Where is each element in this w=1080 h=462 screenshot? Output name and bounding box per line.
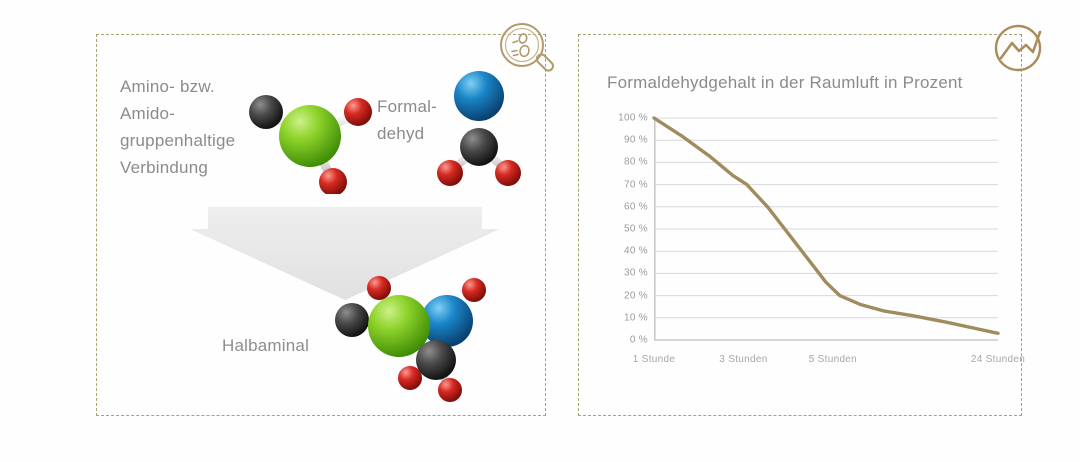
product-label: Halbaminal [222,336,310,355]
y-axis-tick: 60 % [624,201,648,213]
y-axis-tick: 90 % [624,134,648,146]
reactant-label: Amino- bzw. Amido- gruppenhaltige Verbin… [120,73,280,181]
amino-compound-molecule [238,78,374,196]
formaldehyde-label: Formal- dehyd [377,93,467,147]
y-axis-tick: 30 % [624,267,648,279]
x-axis-tick: 24 Stunden [970,354,1026,365]
reactant-label-line-2: Amido- [120,104,176,123]
y-axis-tick: 80 % [624,156,648,168]
line-chart: 100 % 90 % 80 % 70 % 60 % 50 % 40 % 30 % 20 % 10 … [600,113,1025,380]
x-axis-tick: 1 Stunde [632,354,676,365]
reactant-label-line-3: gruppenhaltige [120,131,236,150]
chart-panel [578,34,1022,416]
y-axis-tick: 10 % [624,312,648,324]
y-axis-ticks: 100 % 90 % 80 % 70 % 60 % 50 % 40 % 30 % 20 % 10 … [600,113,648,346]
reactant-label-line-1: Amino- bzw. [120,77,215,96]
y-axis-tick: 20 % [624,290,648,302]
formaldehyde-label-line-2: dehyd [377,124,425,143]
magnifier-molecule-icon [494,18,560,84]
y-axis-tick: 40 % [624,245,648,257]
reaction-arrow-down-icon [190,203,500,303]
reactant-label-line-4: Verbindung [120,158,209,177]
x-axis-tick: 3 Stunden [719,354,768,365]
y-axis-tick: 70 % [624,179,648,191]
reaction-panel [96,34,546,416]
chart-title: Formaldehydgehalt in der Raumluft in Pro… [607,73,963,92]
y-axis-tick: 50 % [624,223,648,235]
data-series-line [652,116,1000,336]
formaldehyde-label-line-1: Formal- [377,97,437,116]
formaldehyde-molecule [432,68,528,188]
x-axis-tick: 5 Stunden [808,354,858,365]
plot-area [652,116,1000,341]
y-axis-tick: 100 % [618,112,648,124]
trend-chart-circle-icon [988,18,1054,84]
halbaminal-molecule [326,268,512,404]
y-axis-tick: 0 % [629,334,648,346]
